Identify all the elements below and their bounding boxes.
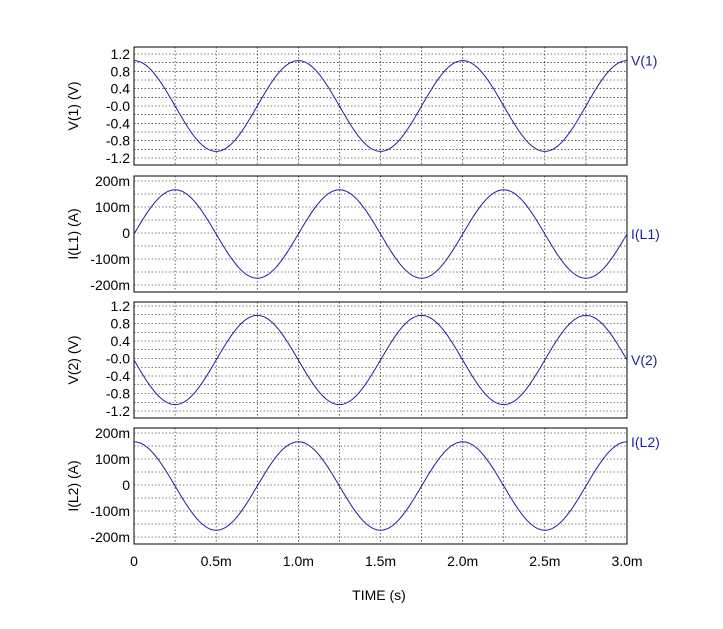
y-tick-label: -0.8 — [106, 133, 130, 149]
y-tick-label: 0 — [122, 225, 130, 241]
x-tick-label: 2.5m — [529, 553, 560, 569]
series-label: I(L1) — [631, 226, 660, 242]
y-tick-label: 0.8 — [111, 316, 131, 332]
y-tick-label: -0.0 — [106, 98, 130, 114]
y-tick-label: 0 — [122, 477, 130, 493]
y-tick-label: -100m — [90, 251, 130, 267]
y-tick-label: -1.2 — [106, 150, 130, 166]
y-axis-label: I(L2) (A) — [65, 460, 81, 511]
series-label: V(1) — [631, 53, 657, 69]
y-tick-label: 0.4 — [111, 333, 131, 349]
series-line — [133, 441, 628, 531]
plot-panels: 1.20.80.4-0.0-0.4-0.8-1.2V(1) (V)V(1)200… — [65, 46, 660, 545]
y-tick-label: -0.4 — [106, 115, 130, 131]
y-axis-label: V(1) (V) — [65, 82, 81, 131]
panel-frame — [133, 427, 628, 545]
y-tick-label: 1.2 — [111, 298, 131, 314]
x-tick-label: 0.5m — [201, 553, 232, 569]
y-axis-label: V(2) (V) — [65, 336, 81, 385]
y-tick-label: 1.2 — [111, 46, 131, 62]
y-tick-label: 100m — [95, 199, 130, 215]
panel-2: 200m 100m 0 -100m -200m I(L1) (A) I(L1) — [65, 173, 660, 293]
series-line — [133, 60, 628, 152]
x-tick-label: 3.0m — [611, 553, 642, 569]
y-tick-label: -0.0 — [106, 351, 130, 367]
x-tick-label: 1.5m — [365, 553, 396, 569]
y-tick-label: 200m — [95, 425, 130, 441]
y-tick-label: -1.2 — [106, 403, 130, 419]
x-tick-labels: 0 0.5m 1.0m 1.5m 2.0m 2.5m 3.0m — [130, 553, 642, 569]
y-tick-label: 0.8 — [111, 63, 131, 79]
series-line — [133, 314, 628, 406]
y-tick-label: -0.8 — [106, 386, 130, 402]
y-axis-label: I(L1) (A) — [65, 208, 81, 259]
y-tick-label: 200m — [95, 173, 130, 189]
y-tick-label: 0.4 — [111, 81, 131, 97]
y-tick-label: -0.4 — [106, 368, 130, 384]
y-tick-label: -200m — [90, 529, 130, 545]
panel-4: 200m 100m 0 -100m -200m I(L2) (A) I(L2) — [65, 425, 660, 545]
panel-frame — [133, 46, 628, 166]
series-label: I(L2) — [631, 434, 660, 450]
y-tick-label: -100m — [90, 503, 130, 519]
x-tick-label: 2.0m — [447, 553, 478, 569]
y-tick-label: 100m — [95, 451, 130, 467]
x-tick-label: 1.0m — [283, 553, 314, 569]
y-tick-label: -200m — [90, 277, 130, 293]
series-line — [133, 189, 628, 279]
series-label: V(2) — [631, 352, 657, 368]
x-tick-label: 0 — [130, 553, 138, 569]
panel-3: 1.2 0.80.4 -0.0-0.4 -0.8-1.2 V(2) (V) V(2) — [65, 298, 657, 419]
panel-1: 1.20.8 0.4-0.0-0.4 -0.8-1.2 V(1) (V) V(1) — [65, 46, 657, 166]
x-axis-label: TIME (s) — [352, 587, 406, 603]
